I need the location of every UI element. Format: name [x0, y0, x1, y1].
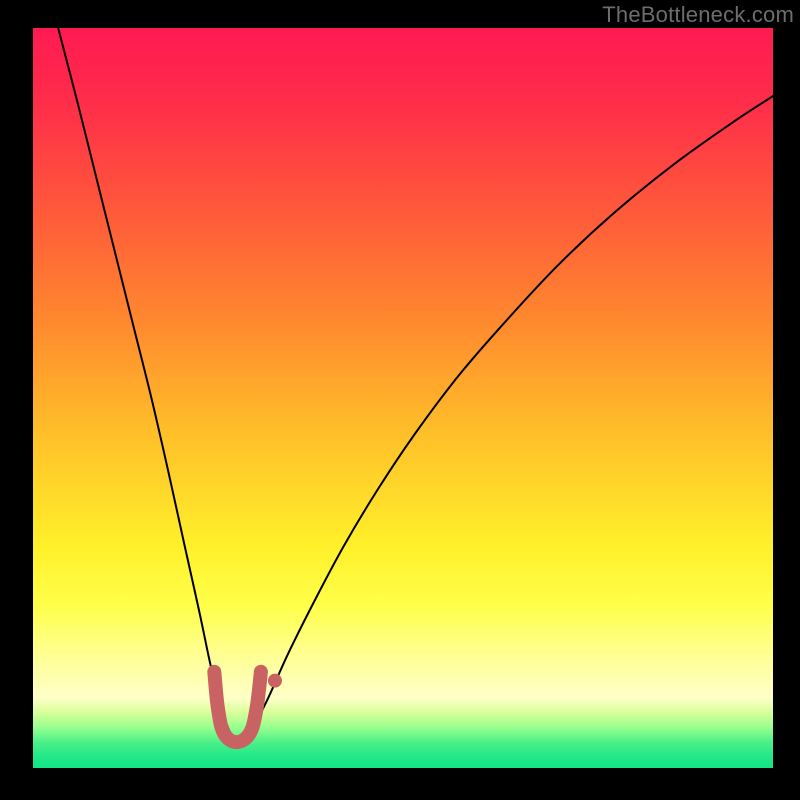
highlight-dot: [268, 674, 282, 688]
bottleneck-plot: [33, 28, 773, 768]
watermark-text: TheBottleneck.com: [602, 2, 794, 28]
gradient-background: [33, 28, 773, 768]
canvas-root: TheBottleneck.com: [0, 0, 800, 800]
